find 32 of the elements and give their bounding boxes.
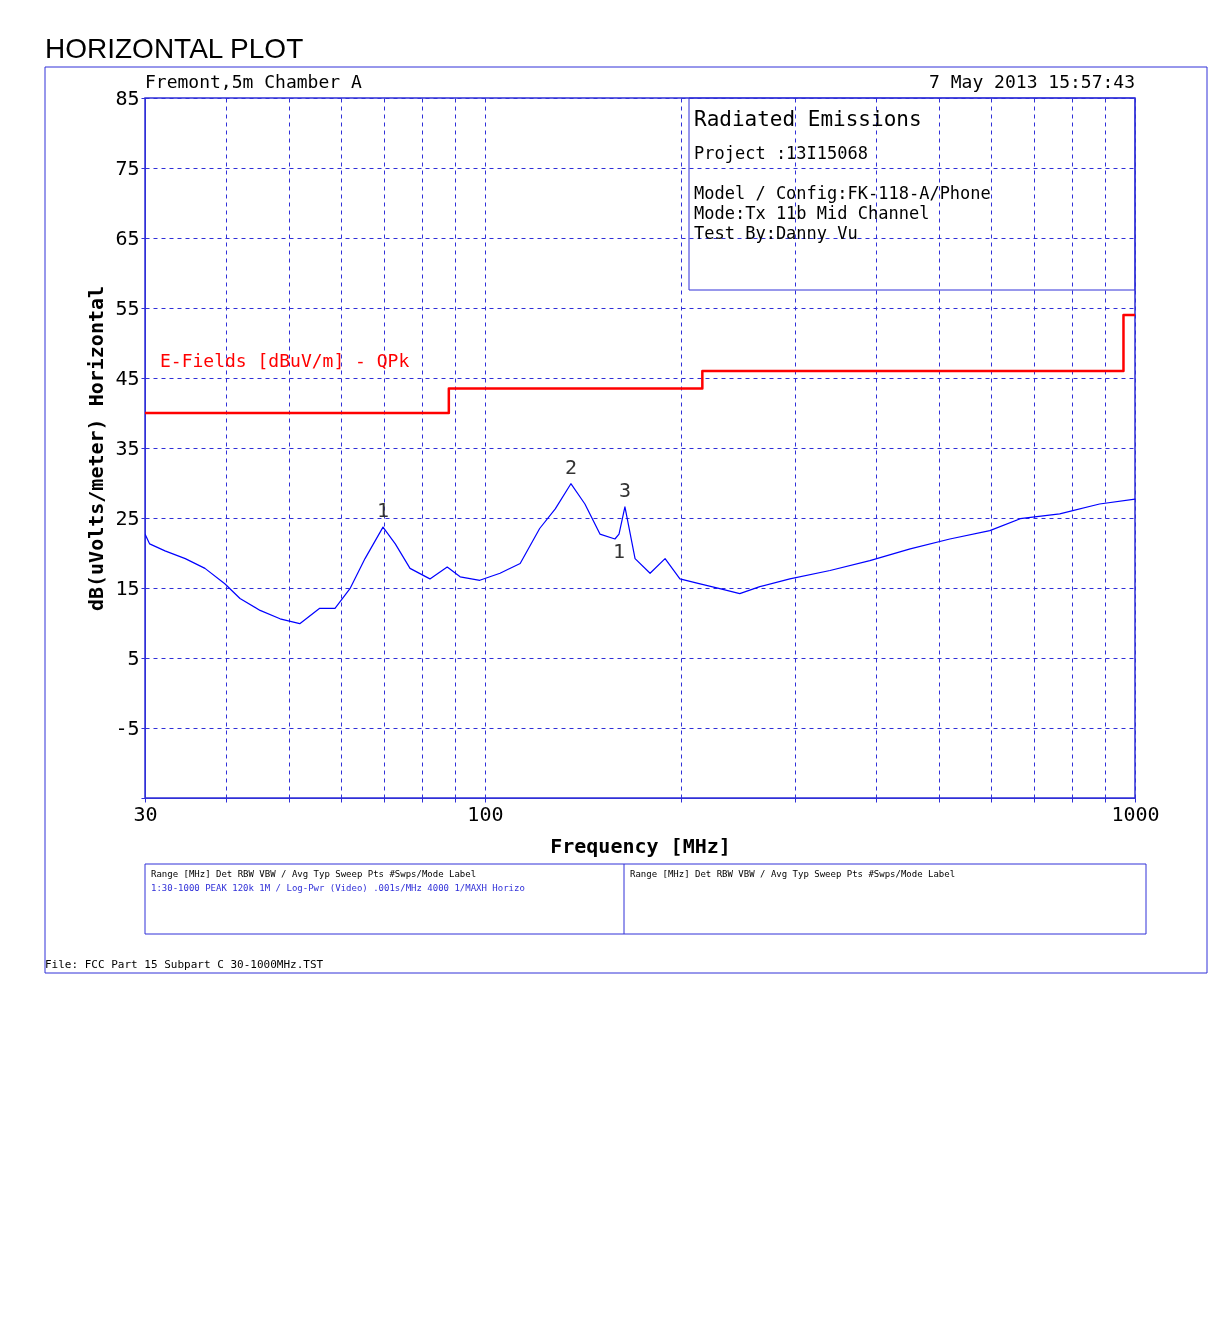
y-tick-label: 15 [115,575,140,600]
annotation: Project :13I15068 [694,143,868,163]
y-tick-label: -5 [115,715,140,740]
text: Range [MHz] Det RBW VBW / Avg Typ Sweep Pts #Swps/Mode Label [151,869,477,879]
x-tick-label: 100 [467,801,504,826]
text: File: FCC Part 15 Subpart C 30-1000MHz.TST [45,958,324,971]
annotation: Test By:Danny Vu [694,223,858,243]
text: 1:30-1000 PEAK 120k 1M / Log-Pwr (Video) .001s/MHz 4000 1/MAXH Horizo [151,883,525,893]
y-tick-label: 85 [115,85,140,110]
x-tick-label: 30 [133,801,158,826]
text: Fremont,5m Chamber A [145,71,362,92]
x-tick-label: 1000 [1111,801,1160,826]
annotation: Radiated Emissions [694,107,922,131]
text: E-Fields [dBuV/m] - QPk [160,350,410,371]
y-axis-title: dB(uVolts/meter) Horizontal [84,285,109,612]
y-tick-label: 45 [115,365,140,390]
y-tick-label: 55 [115,295,140,320]
annotation: 3 [618,477,631,502]
annotation: 1 [613,539,626,564]
annotation: Mode:Tx 11b Mid Channel [694,203,930,223]
annotation: 2 [564,454,577,479]
y-tick-label: 75 [115,155,140,180]
text: 7 May 2013 15:57:43 [929,71,1135,92]
chart-title: HORIZONTAL PLOT [45,33,304,64]
y-tick-label: 35 [115,435,140,460]
y-tick-label: 65 [115,225,140,250]
annotation: Model / Config:FK-118-A/Phone [694,183,991,203]
annotation: 1 [376,498,390,523]
text: Range [MHz] Det RBW VBW / Avg Typ Sweep Pts #Swps/Mode Label [630,869,956,879]
y-tick-label: 25 [115,505,140,530]
y-tick-label: 5 [127,645,140,670]
x-axis-title: Frequency [MHz] [550,833,731,858]
